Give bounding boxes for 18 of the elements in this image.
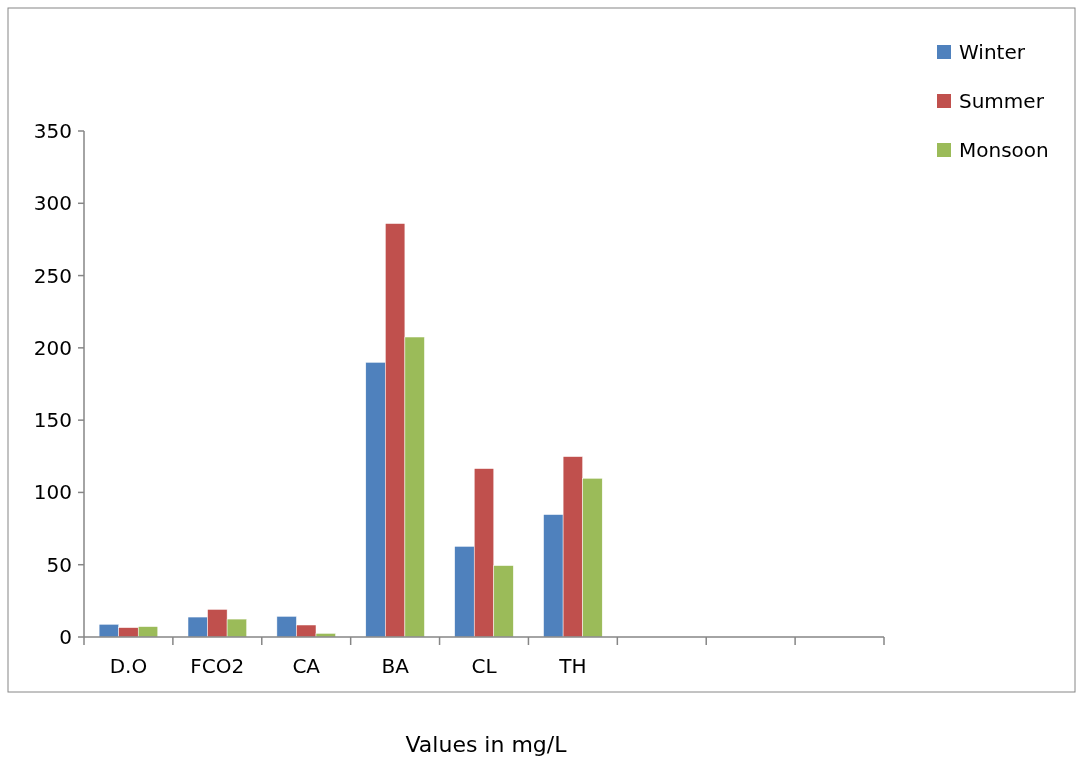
x-tick-label: FCO2 — [190, 654, 245, 678]
legend-label: Summer — [959, 89, 1045, 113]
x-tick-label: BA — [381, 654, 410, 678]
y-tick-label: 0 — [59, 625, 72, 649]
y-tick-label: 150 — [33, 408, 72, 433]
y-tick-label: 100 — [33, 480, 72, 505]
x-tick-label: D.O — [109, 654, 148, 678]
legend-label: Monsoon — [959, 138, 1049, 162]
x-tick-label: CA — [292, 654, 321, 678]
y-tick-label: 200 — [33, 335, 72, 360]
y-tick-label: 250 — [33, 263, 72, 288]
y-tick-label: 50 — [46, 552, 72, 577]
legend-label: Winter — [959, 40, 1026, 64]
y-tick-label: 350 — [33, 119, 72, 143]
x-axis-title: Values in mg/L — [405, 732, 568, 757]
y-tick-label: 300 — [33, 191, 72, 216]
x-tick-label: TH — [558, 654, 587, 678]
x-tick-label: CL — [471, 654, 498, 678]
